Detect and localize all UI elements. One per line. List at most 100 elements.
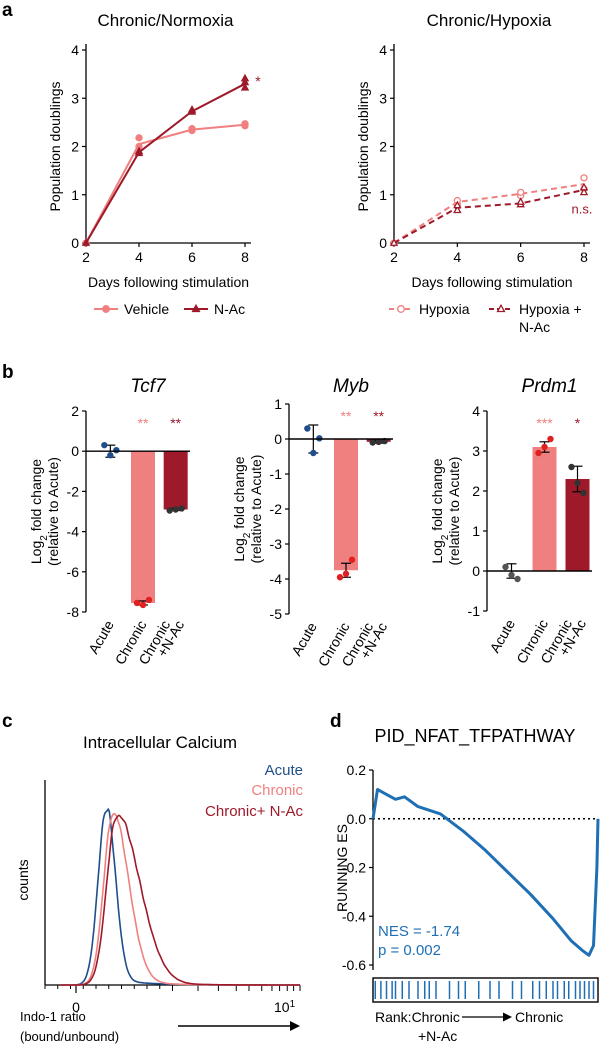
- data-point: [187, 105, 197, 113]
- data-point: [535, 449, 542, 457]
- x-tick-label: 4: [135, 249, 143, 265]
- significance-label: **: [341, 408, 352, 424]
- data-point: [241, 120, 249, 128]
- hit-box: [372, 977, 599, 1003]
- category-label: Acute: [486, 616, 518, 655]
- y-axis-label: RUNNING ES: [334, 824, 350, 912]
- rank-arrow-head: [503, 1012, 512, 1022]
- y-tick-label: 2: [71, 403, 79, 419]
- data-point: [348, 556, 356, 563]
- y-tick-label: -3: [270, 536, 283, 552]
- y-tick-label: 4: [472, 403, 480, 419]
- bar: [334, 439, 358, 571]
- y-axis-label-line1: Log2 fold change: [28, 459, 50, 564]
- x-tick-label: 6: [188, 249, 196, 265]
- chart-chronic-hypoxia: Chronic/Hypoxia 0 1 2 3 4 2 4 6 8 Days following s…: [355, 11, 592, 335]
- data-point: [310, 449, 317, 457]
- data-point: [516, 197, 525, 205]
- x-arrow-head: [290, 1021, 300, 1031]
- x-tick-label: 6: [517, 249, 525, 265]
- panel-letter-c: c: [2, 711, 13, 732]
- x-tick-label: 4: [453, 249, 461, 265]
- data-point: [166, 507, 173, 514]
- series-line-1: [85, 82, 246, 244]
- data-point: [580, 489, 587, 497]
- chart-title: Intracellular Calcium: [83, 733, 237, 752]
- bar: [163, 451, 188, 510]
- data-point: [342, 570, 350, 577]
- y-tick-label: 0: [274, 431, 282, 447]
- y-tick-label: 0: [379, 235, 387, 251]
- legend-marker: [102, 305, 110, 313]
- data-point: [188, 124, 196, 133]
- legend-label: Vehicle: [124, 301, 169, 317]
- data-point: [113, 446, 120, 454]
- data-point: [508, 571, 515, 579]
- y-tick-label: 1: [274, 396, 282, 412]
- data-point: [517, 188, 525, 196]
- legend-label: N-Ac: [214, 301, 245, 317]
- x-tick-label: 8: [241, 249, 249, 265]
- x-tick-label-zero: 0: [72, 999, 80, 1015]
- x-tick-label: 8: [580, 249, 588, 265]
- y-tick-label: -0.2: [342, 860, 366, 876]
- y-axis-label-line2: (relative to Acute): [446, 457, 462, 566]
- y-tick-label: 3: [71, 90, 79, 106]
- chart-chronic-normoxia: Chronic/Normoxia 0 1 2 3 4 2 4 6 8 Days following …: [47, 11, 261, 317]
- panel-letter-b: b: [2, 362, 14, 383]
- y-tick-label: 3: [472, 443, 480, 459]
- data-point: [172, 506, 179, 513]
- data-point: [240, 73, 250, 82]
- data-point: [389, 238, 399, 246]
- bar: [131, 451, 155, 603]
- chart-title: PID_NFAT_TFPATHWAY: [374, 726, 575, 747]
- series-line-0: [85, 123, 246, 244]
- data-point: [101, 441, 108, 449]
- data-point: [453, 205, 462, 214]
- chart-title: Tcf7: [130, 376, 167, 397]
- legend-marker: [397, 305, 405, 313]
- data-point: [336, 574, 344, 581]
- rank-right: Chronic: [515, 1009, 563, 1025]
- significance-label: **: [138, 415, 149, 431]
- y-tick-label: 1: [71, 187, 79, 203]
- x-axis-label: Days following stimulation: [411, 274, 572, 290]
- y-axis-label-line1: Log2 fold change: [231, 456, 253, 561]
- y-tick-label: -2: [270, 501, 283, 517]
- significance-label: ***: [536, 415, 553, 431]
- legend-label: Acute: [265, 762, 303, 779]
- significance-annotation: *: [255, 73, 261, 89]
- significance-label: **: [170, 415, 181, 431]
- y-tick-label: 4: [379, 42, 387, 58]
- legend-marker: [496, 303, 506, 313]
- data-point: [240, 77, 250, 86]
- nes-label: NES = -1.74: [378, 923, 460, 940]
- data-point: [139, 601, 147, 609]
- data-point: [145, 596, 153, 604]
- chart-gsea-nfat: PID_NFAT_TFPATHWAY 0.2 0.0 -0.2 -0.4 -0.6 RUNN…: [334, 726, 600, 1044]
- legend-label: Chronic+ N-Ac: [205, 803, 303, 820]
- data-point: [514, 575, 521, 583]
- y-tick-label: 3: [379, 90, 387, 106]
- y-tick-label: -2: [67, 483, 80, 499]
- chart-title: Chronic/Normoxia: [97, 11, 234, 30]
- chart-myb: Myb 1 0 -1 -2 -3 -4 -5 Log2 fold change (relative…: [231, 376, 393, 669]
- y-tick-label: 2: [379, 139, 387, 155]
- data-point: [133, 599, 141, 607]
- data-point: [547, 435, 554, 443]
- y-tick-label: -1: [468, 603, 481, 619]
- significance-annotation: n.s.: [572, 201, 593, 216]
- histogram-0: [60, 807, 300, 986]
- panel-letter-a: a: [2, 0, 13, 21]
- data-point: [375, 438, 382, 445]
- data-point: [580, 174, 588, 182]
- y-tick-label: 0: [71, 235, 79, 251]
- data-point: [541, 443, 548, 451]
- bar: [532, 447, 557, 571]
- series-line-0: [393, 183, 585, 244]
- series-line-1: [393, 188, 585, 244]
- legend-marker: [191, 303, 201, 313]
- data-point: [178, 505, 185, 512]
- y-tick-label: -4: [270, 571, 283, 587]
